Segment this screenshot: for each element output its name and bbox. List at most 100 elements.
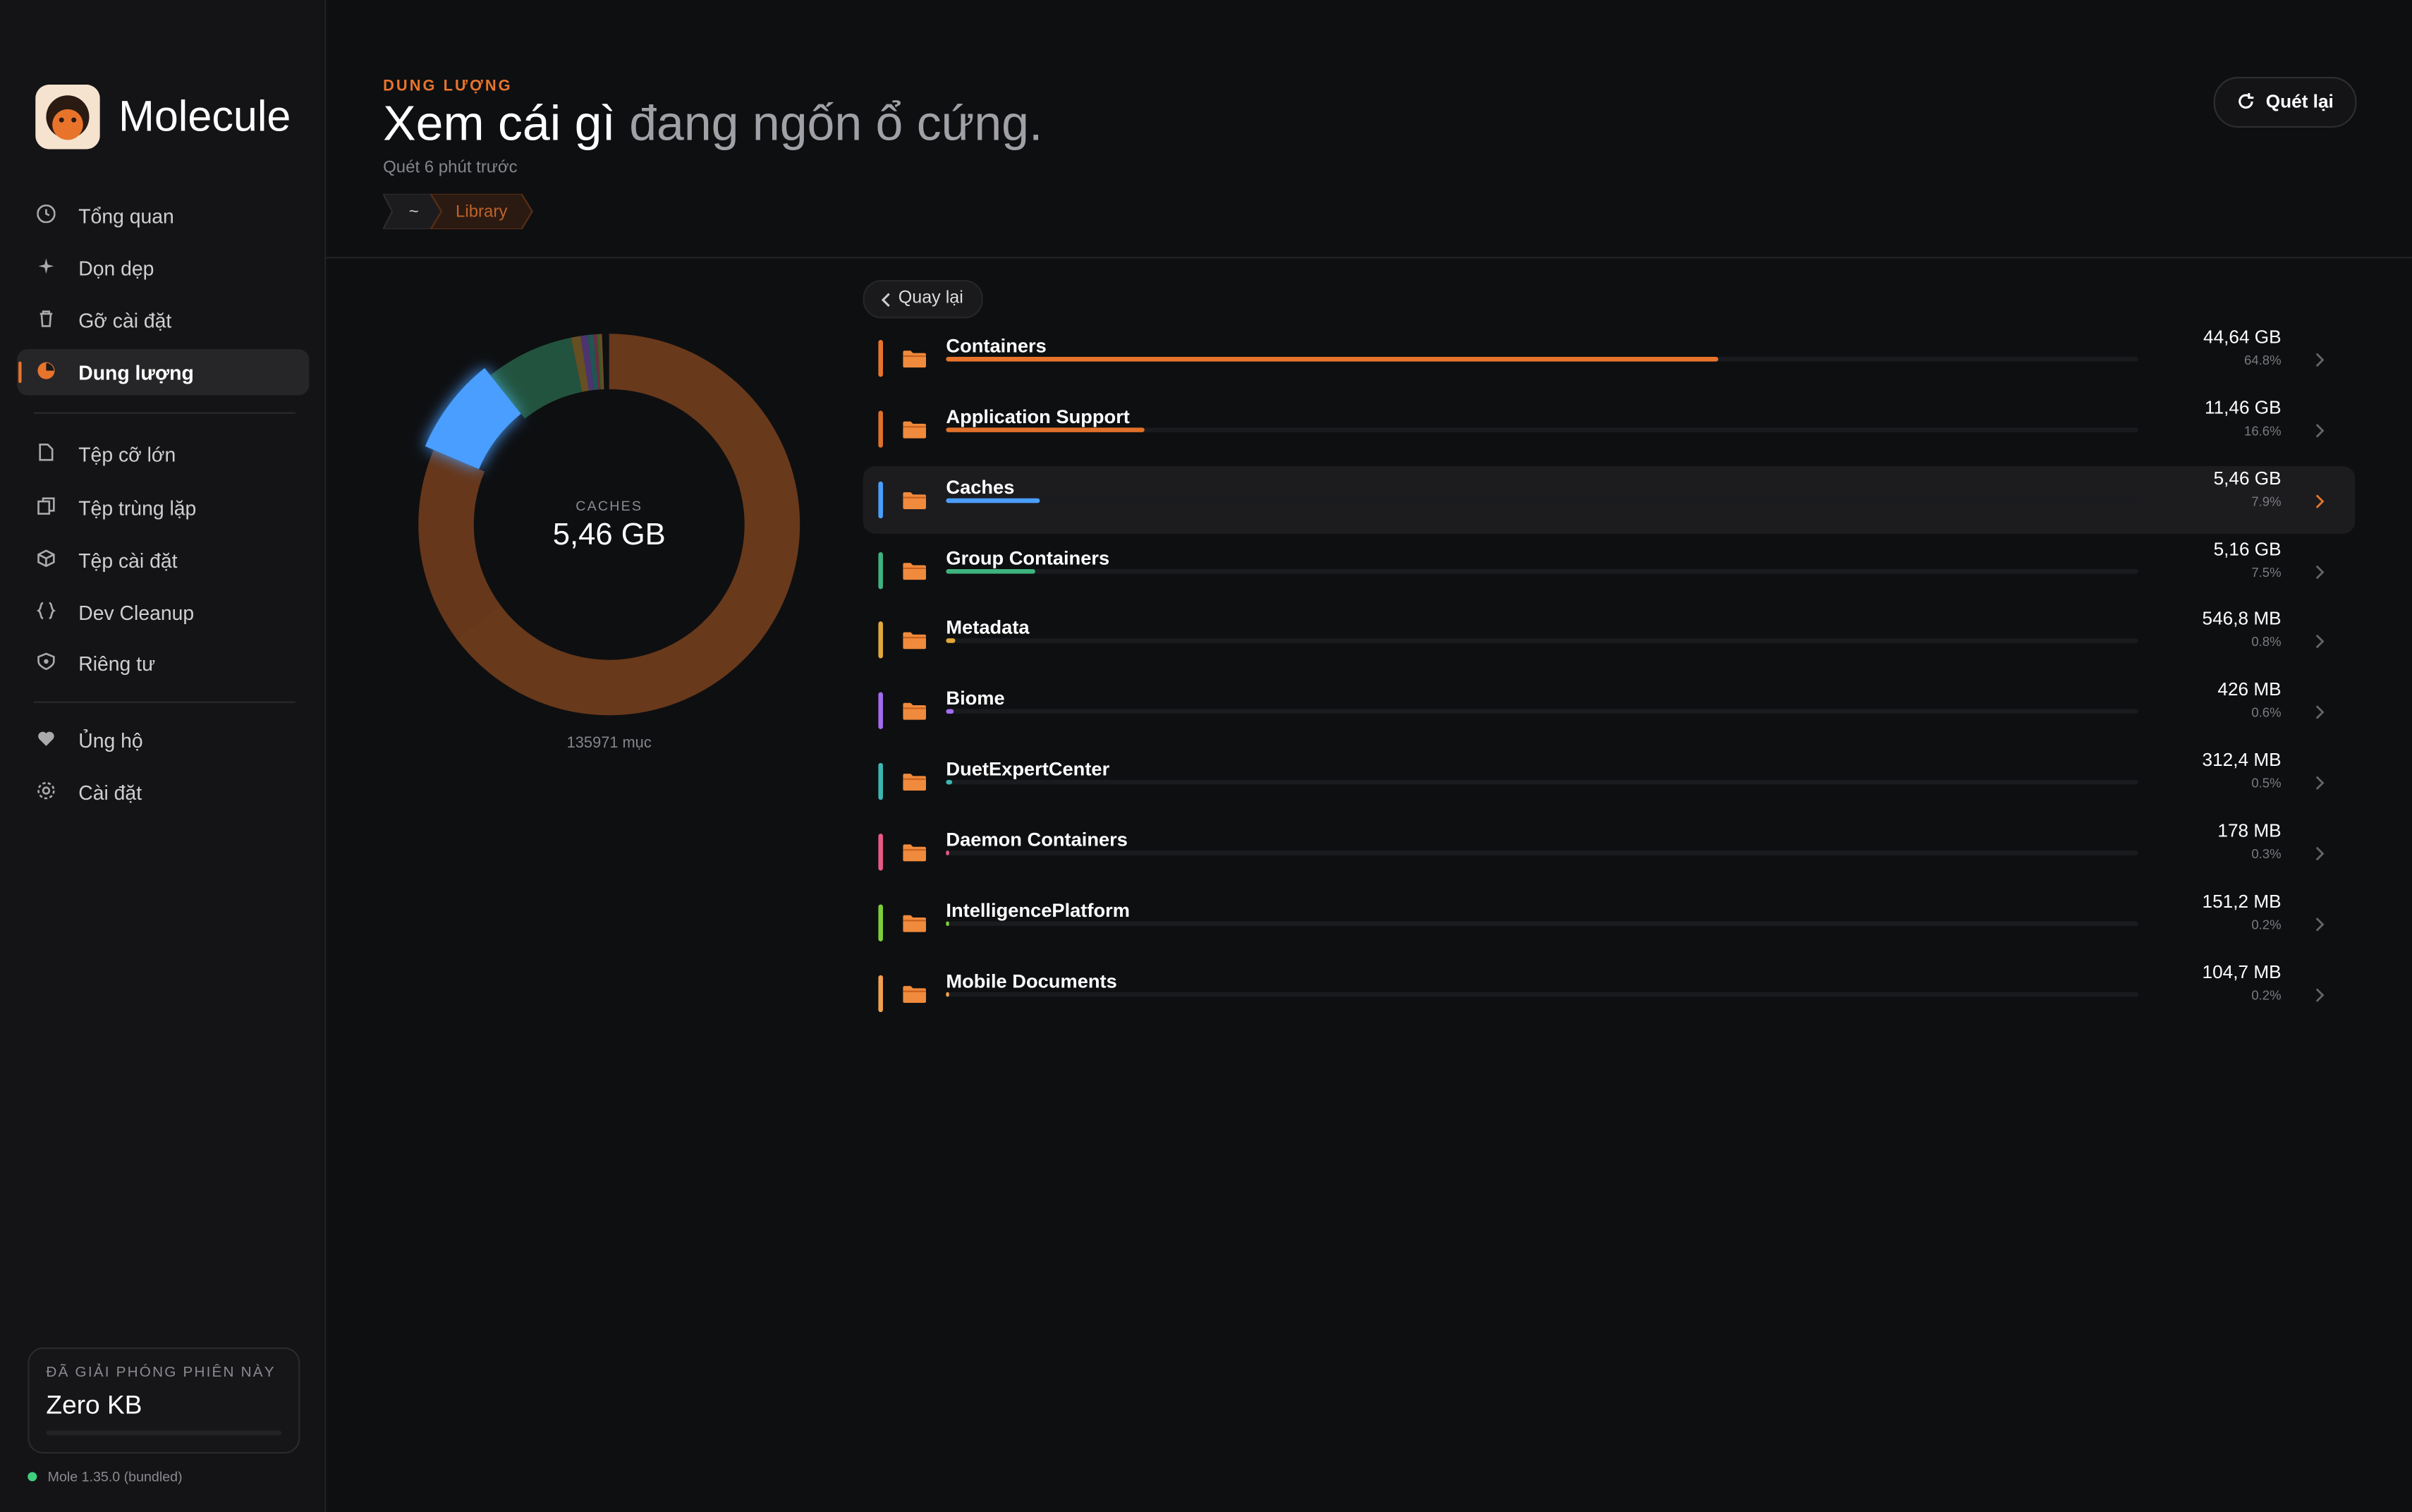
folder-icon <box>903 703 927 721</box>
app-name: Molecule <box>118 92 291 140</box>
nav-item[interactable]: Tệp trùng lặp <box>17 484 309 530</box>
nav-item[interactable]: Cài đặt <box>17 769 309 815</box>
item-row[interactable]: Group Containers 5,16 GB 7.5% <box>863 536 2356 604</box>
item-row[interactable]: Metadata 546,8 MB 0.8% <box>863 606 2356 674</box>
crumb[interactable]: ~ <box>409 202 419 221</box>
folder-icon <box>903 633 927 650</box>
folder-icon <box>903 985 927 1003</box>
donut-segment[interactable] <box>418 449 501 639</box>
size-bar <box>946 498 1040 503</box>
donut-center-label: CACHES <box>575 499 642 514</box>
item-percent: 7.5% <box>2251 563 2282 580</box>
folder-icon <box>903 421 927 439</box>
item-size: 11,46 GB <box>2204 396 2282 418</box>
chevron[interactable] <box>2315 705 2325 720</box>
item-row[interactable]: IntelligencePlatform 151,2 MB 0.2% <box>863 889 2356 956</box>
item-percent: 0.8% <box>2251 634 2282 650</box>
row-accent <box>878 763 883 800</box>
item-size: 426 MB <box>2217 678 2282 700</box>
item-row[interactable]: Application Support 11,46 GB 16.6% <box>863 395 2356 463</box>
item-size: 312,4 MB <box>2202 749 2282 771</box>
chevron[interactable] <box>2315 422 2325 438</box>
chevron[interactable] <box>2315 846 2325 861</box>
row-accent <box>878 904 883 941</box>
chevron[interactable] <box>2315 563 2325 579</box>
nav-item[interactable]: Gỡ cài đặt <box>17 297 309 343</box>
item-row[interactable]: DuetExpertCenter 312,4 MB 0.5% <box>863 748 2356 815</box>
chevron[interactable] <box>2315 634 2325 650</box>
size-bar <box>946 921 949 926</box>
chevron[interactable] <box>2315 352 2325 367</box>
size-bar-track <box>946 992 2138 996</box>
sidebar: Molecule ĐÃ GIẢI PHÓNG PHIÊN NÀY Zero KB… <box>0 0 327 1512</box>
nav-item[interactable]: Dung lượng <box>16 349 310 396</box>
item-percent: 0.6% <box>2251 705 2282 721</box>
donut-segment[interactable] <box>597 334 603 390</box>
nav-item[interactable]: Tệp cỡ lớn <box>17 431 309 477</box>
donut-segment[interactable] <box>425 367 521 470</box>
chevron[interactable] <box>2315 987 2325 1002</box>
item-percent: 7.9% <box>2251 493 2282 509</box>
size-bar-track <box>946 639 2138 644</box>
item-size: 5,16 GB <box>2213 537 2282 559</box>
item-row[interactable]: Biome 426 MB 0.6% <box>863 677 2356 745</box>
item-row[interactable]: Caches 5,46 GB 7.9% <box>863 465 2356 534</box>
nav-icon <box>39 310 53 327</box>
row-accent <box>878 410 883 448</box>
footer-card: ĐÃ GIẢI PHÓNG PHIÊN NÀY Zero KB <box>28 1347 300 1454</box>
nav-item[interactable]: Dev Cleanup <box>17 589 309 635</box>
donut-segment[interactable] <box>571 336 589 392</box>
rescan-button[interactable]: Quét lại <box>2213 77 2357 128</box>
nav-icon <box>37 497 55 515</box>
size-bar-track <box>946 357 2138 362</box>
donut-segment[interactable] <box>593 334 601 390</box>
nav-icon <box>37 781 55 800</box>
nav-icon <box>37 602 56 620</box>
size-bar <box>946 992 949 996</box>
donut-segment[interactable] <box>587 334 599 391</box>
nav-label: Tệp cài đặt <box>78 549 178 573</box>
chevron[interactable] <box>2315 493 2325 508</box>
row-accent <box>878 622 883 659</box>
item-name: Biome <box>946 688 1005 710</box>
crumb[interactable]: Library <box>456 202 507 221</box>
size-bar-track <box>946 780 2138 785</box>
donut-segment[interactable] <box>580 335 595 391</box>
row-accent <box>878 834 883 871</box>
size-bar-track <box>946 921 2138 926</box>
item-row[interactable]: Daemon Containers 178 MB 0.3% <box>863 818 2356 886</box>
item-percent: 16.6% <box>2244 422 2282 439</box>
subtitle: Quét 6 phút trước <box>383 158 518 177</box>
chevron[interactable] <box>2315 775 2325 791</box>
item-row[interactable]: Mobile Documents 104,7 MB 0.2% <box>863 959 2356 1027</box>
nav-item[interactable]: Riêng tư <box>17 640 309 685</box>
nav-icon <box>37 362 55 379</box>
item-percent: 0.2% <box>2251 987 2282 1003</box>
nav-label: Dọn dẹp <box>78 257 154 280</box>
size-bar-track <box>946 850 2138 855</box>
donut-segment[interactable] <box>490 337 583 419</box>
folder-icon <box>903 915 927 932</box>
donut-segment[interactable] <box>599 334 604 390</box>
row-accent <box>878 693 883 730</box>
nav-item[interactable]: Tổng quan <box>17 193 309 238</box>
donut-segment[interactable] <box>456 334 800 716</box>
nav-item[interactable]: Tệp cài đặt <box>17 537 309 583</box>
item-row[interactable]: Containers 44,64 GB 64.8% <box>863 324 2356 392</box>
nav-label: Dev Cleanup <box>78 601 195 625</box>
row-accent <box>878 481 883 518</box>
nav-item[interactable]: Ủng hộ <box>17 717 309 762</box>
nav-icon <box>37 205 56 224</box>
chevron[interactable] <box>2315 917 2325 932</box>
crumb-shape <box>430 193 533 229</box>
page-title: Xem cái gì đang ngốn ổ cứng. <box>383 95 1042 152</box>
size-bar-track <box>946 498 2138 503</box>
item-name: Containers <box>946 335 1047 358</box>
nav-label: Cài đặt <box>78 781 142 805</box>
nav-divider <box>33 701 296 703</box>
back-button[interactable]: Quay lại <box>863 279 983 319</box>
nav-item[interactable]: Dọn dẹp <box>17 245 309 291</box>
size-bar <box>946 427 1144 432</box>
folder-icon <box>903 562 927 580</box>
